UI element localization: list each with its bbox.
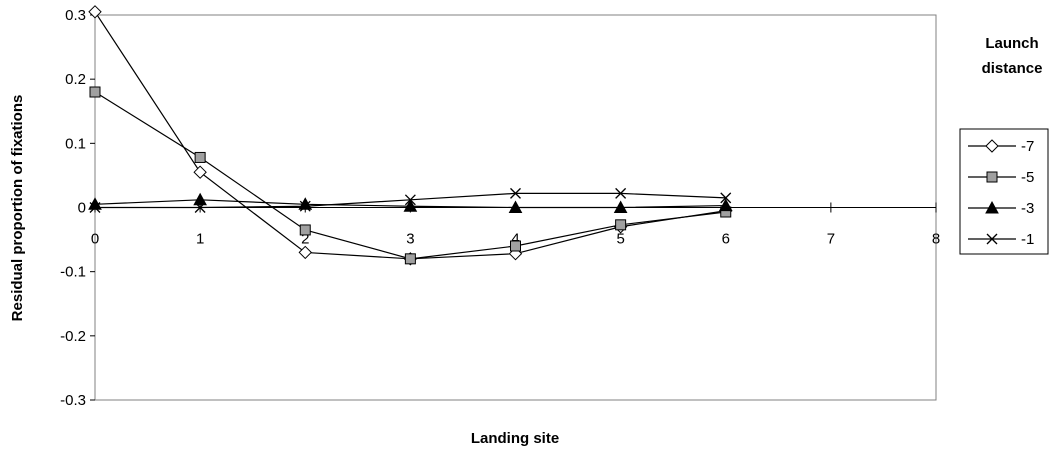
y-tick-label: 0.1 <box>65 135 86 152</box>
legend-label-series-minus-3: -3 <box>1021 200 1034 217</box>
y-axis-label: Residual proportion of fixations <box>9 95 26 322</box>
x-tick-label: 0 <box>91 231 99 248</box>
series-minus-1-point <box>89 202 101 213</box>
x-tick-label: 3 <box>406 231 414 248</box>
series-minus-7-point <box>298 245 312 260</box>
legend-marker-series-minus-7 <box>985 139 999 153</box>
series-minus-3-point <box>613 200 628 213</box>
series-minus-3 <box>88 192 733 213</box>
legend-marker-series-minus-1 <box>986 233 998 245</box>
series-minus-5-point <box>404 253 416 265</box>
y-tick-label: 0 <box>78 200 86 217</box>
series-minus-3-point <box>193 192 207 206</box>
series-minus-5-point <box>299 224 311 236</box>
series-group <box>88 5 733 266</box>
x-tick-label: 7 <box>827 231 835 248</box>
x-tick-label: 4 <box>511 231 519 248</box>
legend-label-series-minus-7: -7 <box>1021 138 1034 155</box>
series-minus-1-point <box>404 194 416 206</box>
series-minus-5-point <box>194 151 206 163</box>
x-tick-label: 6 <box>722 231 730 248</box>
x-marker-stroke <box>615 187 627 199</box>
y-tick-label: -0.2 <box>60 328 86 345</box>
y-tick-label: 0.3 <box>65 7 86 24</box>
series-minus-1-point <box>194 202 206 213</box>
series-minus-1-point <box>510 187 521 199</box>
legend-box <box>959 128 1049 255</box>
x-marker-stroke <box>194 202 206 213</box>
series-minus-5-point <box>510 240 521 252</box>
legend-title-line1: Launch <box>985 35 1038 52</box>
x-tick-label: 1 <box>196 231 204 248</box>
x-marker-stroke <box>404 194 416 206</box>
series-minus-5-point <box>89 86 101 98</box>
x-tick-label: 8 <box>932 231 940 248</box>
legend-label-series-minus-1: -1 <box>1021 231 1034 248</box>
series-minus-7-point <box>88 5 102 19</box>
y-tick-label: -0.3 <box>60 392 86 409</box>
x-marker-stroke <box>720 192 732 204</box>
series-minus-1-point <box>615 187 627 199</box>
legend-marker-series-minus-3 <box>985 200 999 214</box>
x-marker-stroke <box>986 233 998 245</box>
legend: -7 -5 -3 -1 <box>959 128 1049 255</box>
series-minus-1-point <box>720 192 732 204</box>
x-tick-label: 2 <box>301 231 309 248</box>
series-minus-3-point <box>718 198 733 212</box>
x-tick-label: 5 <box>616 231 624 248</box>
series-minus-3-point <box>403 199 418 212</box>
series-minus-1 <box>89 187 732 213</box>
legend-marker-series-minus-5 <box>986 171 998 183</box>
y-tick-label: 0.2 <box>65 71 86 88</box>
series-minus-1-point <box>299 200 311 212</box>
legend-label-series-minus-5: -5 <box>1021 169 1034 186</box>
legend-title-line2: distance <box>982 60 1043 77</box>
y-tick-label: -0.1 <box>60 264 86 281</box>
series-minus-5 <box>89 86 732 265</box>
x-axis-label: Landing site <box>471 430 559 447</box>
x-marker-stroke <box>89 202 101 213</box>
series-minus-3-point <box>508 200 523 213</box>
x-marker-stroke <box>510 187 521 199</box>
series-minus-7-point <box>193 165 207 179</box>
series-minus-5-point <box>615 219 627 231</box>
x-marker-stroke <box>299 200 311 212</box>
